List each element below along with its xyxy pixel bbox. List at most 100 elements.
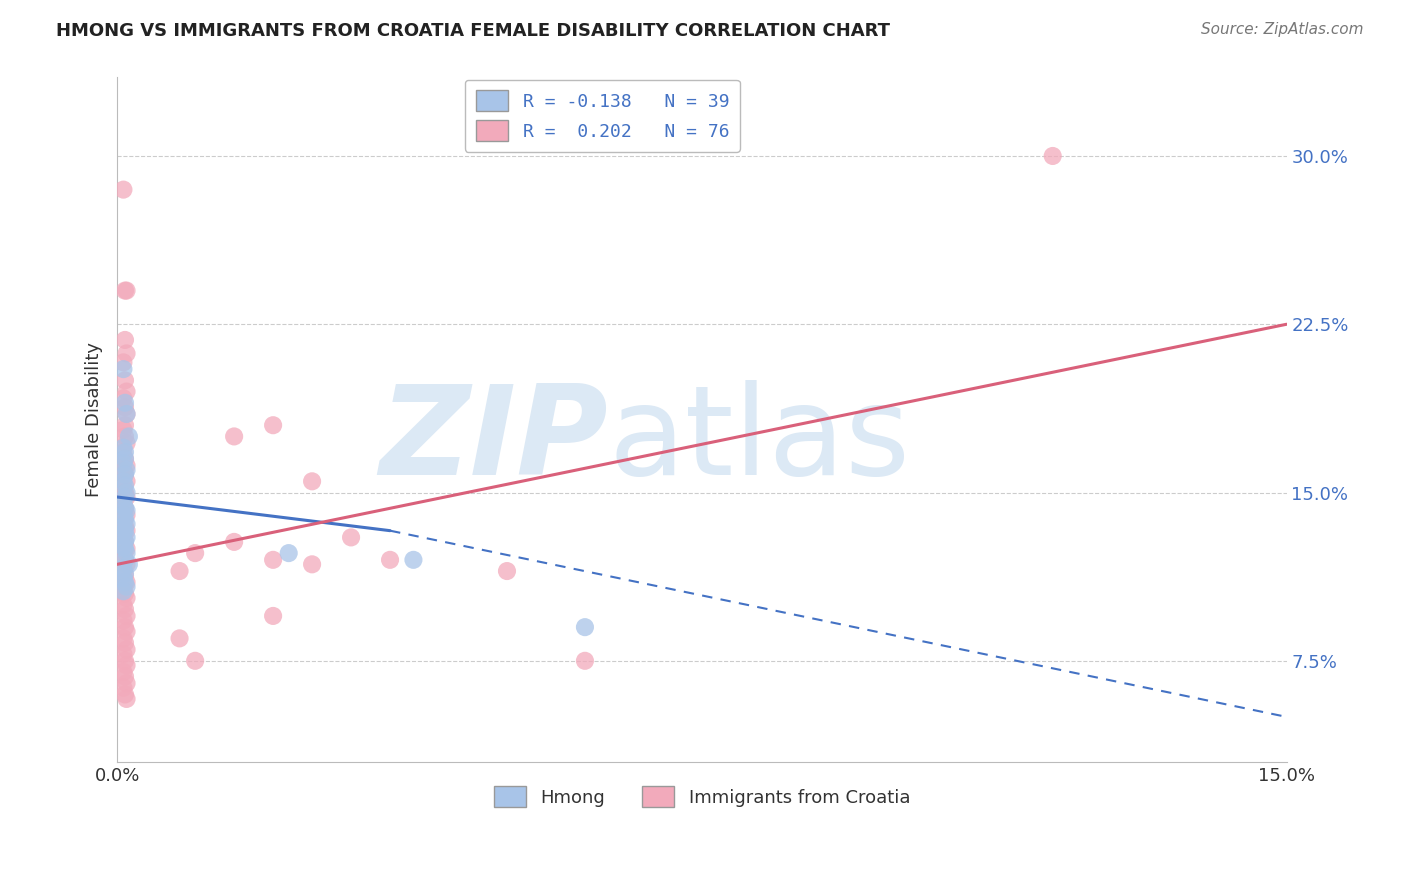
Point	[112, 508, 135, 522]
Point	[112, 497, 135, 511]
Point	[114, 501, 136, 516]
Point	[1042, 149, 1064, 163]
Point	[112, 456, 135, 470]
Point	[115, 658, 138, 673]
Point	[115, 541, 138, 556]
Point	[114, 568, 136, 582]
Point	[114, 575, 136, 590]
Point	[114, 396, 136, 410]
Point	[114, 512, 136, 526]
Point	[114, 373, 136, 387]
Point	[262, 553, 284, 567]
Point	[114, 534, 136, 549]
Point	[115, 463, 138, 477]
Point	[115, 609, 138, 624]
Point	[114, 524, 136, 538]
Point	[115, 591, 138, 605]
Point	[112, 564, 135, 578]
Point	[118, 558, 141, 572]
Point	[112, 681, 135, 695]
Point	[115, 407, 138, 421]
Point	[112, 445, 135, 459]
Point	[112, 519, 135, 533]
Point	[114, 636, 136, 650]
Point	[402, 553, 425, 567]
Point	[115, 458, 138, 473]
Point	[112, 475, 135, 489]
Point	[112, 512, 135, 526]
Point	[224, 534, 246, 549]
Text: HMONG VS IMMIGRANTS FROM CROATIA FEMALE DISABILITY CORRELATION CHART: HMONG VS IMMIGRANTS FROM CROATIA FEMALE …	[56, 22, 890, 40]
Point	[115, 676, 138, 690]
Point	[112, 441, 135, 455]
Point	[115, 692, 138, 706]
Point	[115, 508, 138, 522]
Point	[115, 516, 138, 531]
Point	[114, 485, 136, 500]
Point	[115, 384, 138, 399]
Point	[114, 418, 136, 433]
Point	[115, 580, 138, 594]
Point	[114, 586, 136, 600]
Point	[262, 609, 284, 624]
Point	[112, 183, 135, 197]
Point	[114, 284, 136, 298]
Point	[114, 429, 136, 443]
Point	[378, 553, 401, 567]
Point	[115, 436, 138, 450]
Point	[340, 530, 363, 544]
Point	[112, 463, 135, 477]
Point	[112, 562, 135, 576]
Point	[115, 407, 138, 421]
Point	[114, 333, 136, 347]
Point	[169, 632, 191, 646]
Point	[574, 620, 596, 634]
Point	[301, 475, 323, 489]
Point	[114, 602, 136, 616]
Point	[115, 346, 138, 360]
Point	[115, 642, 138, 657]
Point	[224, 429, 246, 443]
Point	[114, 620, 136, 634]
Point	[114, 519, 136, 533]
Text: atlas: atlas	[609, 380, 911, 500]
Point	[112, 362, 135, 376]
Point	[114, 566, 136, 581]
Point	[112, 423, 135, 437]
Point	[115, 530, 138, 544]
Point	[112, 614, 135, 628]
Point	[112, 481, 135, 495]
Point	[301, 558, 323, 572]
Point	[114, 479, 136, 493]
Text: ZIP: ZIP	[380, 380, 609, 500]
Point	[496, 564, 519, 578]
Point	[114, 534, 136, 549]
Point	[115, 284, 138, 298]
Point	[114, 451, 136, 466]
Point	[112, 665, 135, 679]
Point	[112, 546, 135, 560]
Point	[112, 571, 135, 585]
Point	[112, 540, 135, 554]
Y-axis label: Female Disability: Female Disability	[86, 343, 103, 497]
Point	[574, 654, 596, 668]
Point	[114, 669, 136, 683]
Point	[114, 401, 136, 415]
Point	[112, 632, 135, 646]
Point	[112, 355, 135, 369]
Point	[114, 553, 136, 567]
Point	[114, 654, 136, 668]
Point	[115, 558, 138, 572]
Point	[115, 546, 138, 560]
Point	[115, 575, 138, 590]
Point	[114, 541, 136, 556]
Point	[112, 580, 135, 594]
Point	[112, 584, 135, 599]
Point	[112, 647, 135, 661]
Point	[112, 392, 135, 406]
Point	[112, 530, 135, 544]
Point	[115, 485, 138, 500]
Point	[115, 475, 138, 489]
Point	[114, 553, 136, 567]
Point	[114, 445, 136, 459]
